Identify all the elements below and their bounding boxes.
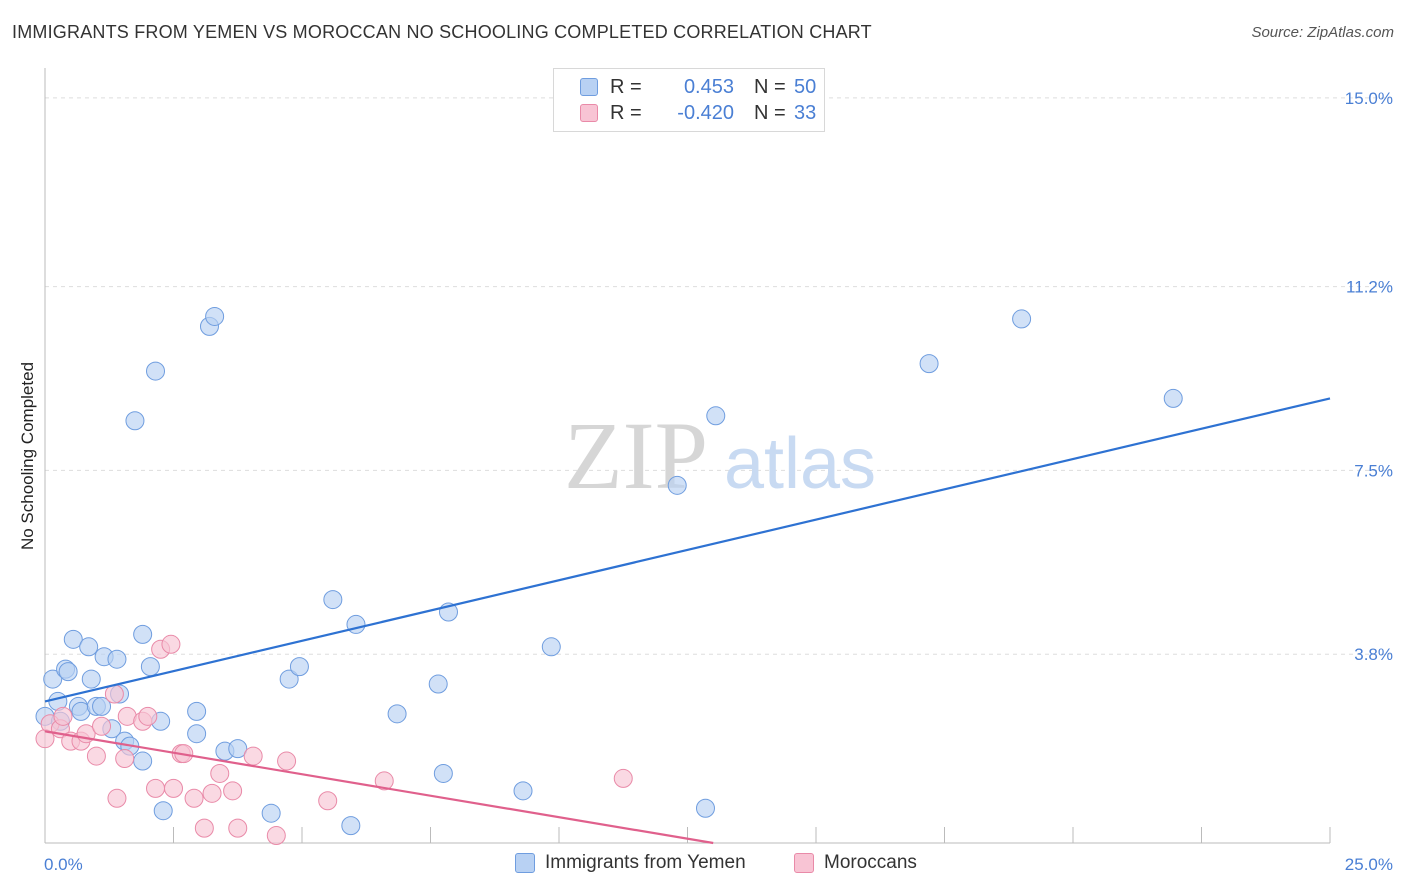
correlation-legend: R = 0.453 N = 50 R = -0.420 N = 33 [553,68,825,132]
data-point-yemen [92,696,112,716]
data-point-yemen [140,657,160,677]
series-label-yemen: Immigrants from Yemen [545,852,746,873]
legend-r-value: -0.420 [677,101,734,124]
data-point-yemen [706,406,726,426]
series-swatch-moroccans [794,853,814,873]
data-point-yemen [541,637,561,657]
series-legend: Immigrants from Yemen Moroccans [0,852,1406,878]
data-point-yemen [261,803,281,823]
data-point-yemen [667,475,687,495]
data-point-yemen [58,662,78,682]
watermark-atlas: atlas [724,424,876,504]
x-tick-label: 25.0% [1345,855,1393,874]
data-point-moroccans [277,751,297,771]
data-point-yemen [133,624,153,644]
y-tick-label: 11.2% [1346,278,1393,297]
chart-title: IMMIGRANTS FROM YEMEN VS MOROCCAN NO SCH… [12,22,872,42]
data-point-moroccans [53,706,73,726]
tick-label-layer: 3.8% 7.5% 11.2% 15.0% 0.0% 25.0% [44,89,1393,874]
data-point-yemen [205,306,225,326]
y-tick-label: 3.8% [1354,645,1393,664]
data-point-yemen [43,669,63,689]
series-legend-item-yemen[interactable]: Immigrants from Yemen [515,852,746,874]
data-point-moroccans [115,749,135,769]
data-point-yemen [125,411,145,431]
data-point-yemen [289,657,309,677]
points-layer [35,306,1183,846]
data-point-yemen [79,637,99,657]
data-point-moroccans [92,716,112,736]
data-point-yemen [346,614,366,634]
series-legend-item-moroccans[interactable]: Moroccans [794,852,917,874]
data-point-yemen [695,798,715,818]
series-label-moroccans: Moroccans [824,852,917,873]
data-point-moroccans [613,768,633,788]
legend-row-yemen: R = 0.453 N = 50 [580,75,816,99]
data-point-yemen [107,649,127,669]
data-point-moroccans [138,706,158,726]
data-point-yemen [146,361,166,381]
data-point-yemen [81,669,101,689]
data-point-moroccans [184,788,204,808]
legend-r-label: R = [610,75,642,98]
data-point-yemen [228,739,248,759]
data-point-moroccans [228,818,248,838]
data-point-yemen [187,724,207,744]
trend-line-yemen [44,397,1331,703]
data-point-moroccans [266,826,286,846]
legend-swatch-yemen [580,78,598,96]
data-point-moroccans [318,791,338,811]
data-point-yemen [63,629,83,649]
data-point-moroccans [223,781,243,801]
data-point-yemen [133,751,153,771]
data-point-moroccans [161,634,181,654]
legend-r-label: R = [610,101,642,124]
source-note: Source: ZipAtlas.com [1251,24,1394,41]
data-point-yemen [341,816,361,836]
data-point-yemen [153,801,173,821]
watermark-zip: ZIP [564,402,708,509]
data-point-yemen [323,590,343,610]
grid-layer [45,97,1392,655]
trend-line-moroccans [44,730,714,845]
data-point-yemen [513,781,533,801]
data-point-yemen [919,354,939,374]
data-point-moroccans [146,778,166,798]
data-point-moroccans [86,746,106,766]
trend-layer [44,397,1331,845]
data-point-moroccans [243,746,263,766]
data-point-yemen [1012,309,1032,329]
legend-n-label: N = [754,75,786,98]
data-point-moroccans [210,763,230,783]
data-point-moroccans [202,783,222,803]
legend-n-label: N = [754,101,786,124]
series-swatch-yemen [515,853,535,873]
y-tick-label: 7.5% [1354,461,1393,480]
data-point-yemen [1163,388,1183,408]
legend-n-value: 50 [794,75,817,98]
x-tick-label: 0.0% [44,855,83,874]
data-point-yemen [187,701,207,721]
data-point-yemen [387,704,407,724]
data-point-moroccans [164,778,183,798]
data-point-moroccans [194,818,214,838]
legend-row-moroccans: R = -0.420 N = 33 [580,101,816,125]
data-point-moroccans [374,771,394,791]
data-point-yemen [433,763,453,783]
data-point-yemen [279,669,299,689]
legend-swatch-moroccans [580,104,598,122]
legend-r-value: 0.453 [683,75,734,98]
y-tick-label: 15.0% [1345,89,1393,108]
legend-n-value: 33 [794,101,817,124]
data-point-moroccans [107,788,127,808]
data-point-yemen [428,674,448,694]
